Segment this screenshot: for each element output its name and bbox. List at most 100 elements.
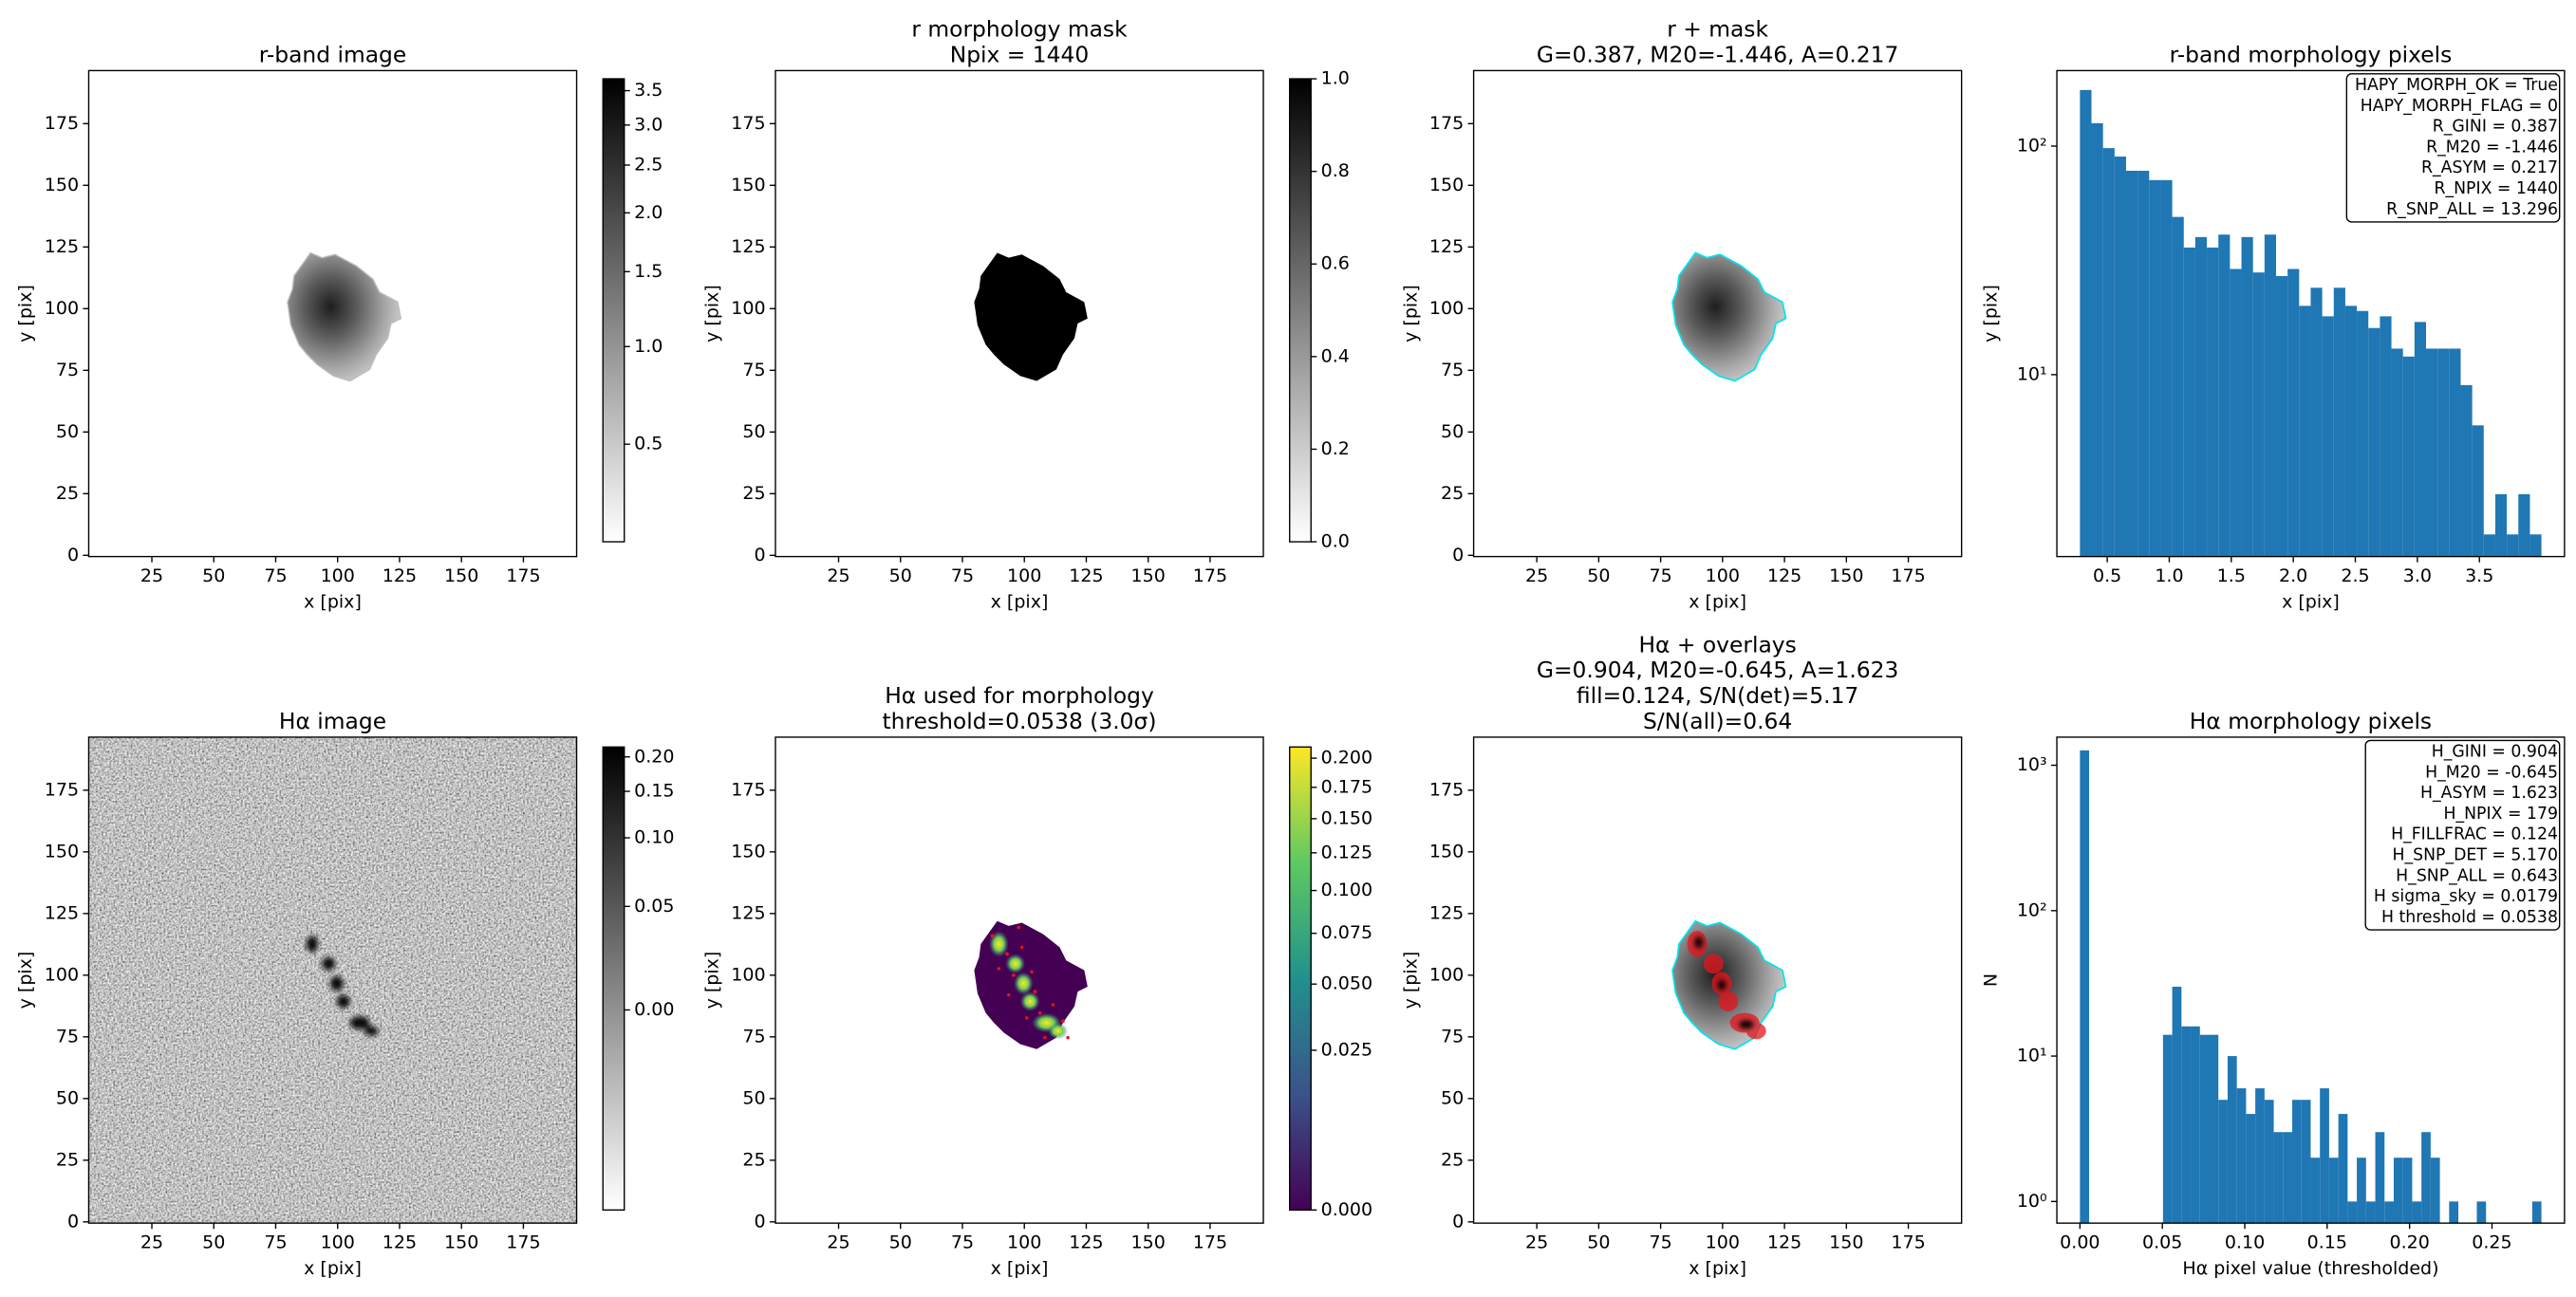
y-tick-label: 50: [1441, 1087, 1464, 1108]
hist-bar: [2137, 170, 2150, 557]
annotation-line: R_GINI = 0.387: [2433, 118, 2558, 137]
hist-bar: [2460, 384, 2473, 557]
x-tick-label: 0.10: [2225, 1232, 2265, 1252]
hist-bar: [2347, 1201, 2358, 1224]
x-tick-label: 150: [444, 565, 478, 586]
hist-bar: [2252, 272, 2265, 557]
x-tick-label: 1.5: [2217, 565, 2246, 586]
hist-bar: [2149, 179, 2161, 557]
x-tick-label: 125: [383, 1232, 417, 1252]
y-tick-label: 50: [56, 1087, 79, 1108]
x-tick-label: 1.0: [2155, 565, 2183, 586]
colorbar-tick-label: 1.5: [634, 261, 663, 282]
x-tick-label: 100: [321, 565, 355, 586]
annotation-line: HAPY_MORPH_OK = True: [2355, 76, 2558, 95]
hist-bar: [2114, 157, 2126, 557]
annotation-line: H_SNP_DET = 5.170: [2392, 846, 2558, 865]
y-tick-label: 10²: [2017, 135, 2047, 156]
x-tick-label: 125: [1767, 1232, 1801, 1252]
hist-bar: [2384, 1201, 2394, 1224]
y-axis-label: y [pix]: [1400, 285, 1421, 343]
y-axis-label: N: [1980, 973, 2001, 987]
hist-bar: [2476, 1201, 2487, 1224]
hist-bar: [2328, 1158, 2339, 1224]
annotation-line: H_M20 = -0.645: [2425, 763, 2558, 782]
hist-bar: [2333, 287, 2345, 557]
hist-bar: [2320, 1088, 2329, 1224]
x-tick-label: 175: [1193, 1232, 1227, 1252]
hist-bar: [2412, 1201, 2422, 1224]
y-tick-label: 50: [1441, 421, 1464, 442]
panel-title: fill=0.124, S/N(det)=5.17: [1577, 682, 1858, 709]
colorbar-tick-label: 0.15: [634, 781, 674, 802]
colorbar: [602, 78, 625, 543]
annotation-box: [2345, 73, 2561, 223]
x-tick-label: 2.5: [2341, 565, 2369, 586]
x-tick-label: 150: [1829, 1232, 1863, 1252]
hist-bar: [2162, 1034, 2173, 1224]
colorbar-tick-label: 2.0: [634, 202, 663, 223]
hist-bar: [2218, 234, 2231, 557]
y-tick-label: 50: [742, 421, 765, 442]
hist-bar: [2531, 1201, 2542, 1224]
hist-bar: [2310, 287, 2323, 557]
hist-bar: [2421, 1132, 2431, 1224]
hist-bar: [2080, 89, 2092, 557]
y-tick-label: 25: [742, 483, 765, 504]
y-tick-label: 175: [731, 779, 765, 800]
hist-bar: [2344, 306, 2358, 557]
hist-bar: [2402, 356, 2415, 557]
y-tick-label: 0: [754, 1211, 765, 1232]
x-tick-label: 75: [264, 565, 287, 586]
hist-bar: [2091, 122, 2103, 557]
hist-bar: [2529, 534, 2542, 557]
x-tick-label: 75: [951, 1232, 974, 1252]
colorbar-tick-label: 0.100: [1321, 880, 1372, 900]
x-axis-label: x [pix]: [304, 592, 362, 613]
colorbar-tick-label: 0.20: [634, 746, 674, 767]
y-tick-label: 125: [1429, 236, 1464, 257]
hist-bar: [2183, 247, 2195, 557]
y-tick-label: 100: [731, 298, 765, 319]
panel-title: r-band image: [259, 41, 407, 67]
hist-bar: [2449, 1201, 2459, 1224]
x-axis-label: x [pix]: [1689, 1258, 1746, 1279]
y-tick-label: 75: [1441, 360, 1464, 380]
axes-frame: [2056, 69, 2566, 558]
y-tick-label: 100: [1429, 298, 1464, 319]
image-r-mask: [974, 252, 1088, 381]
x-tick-label: 100: [1706, 565, 1740, 586]
axes-frame: [87, 736, 578, 1224]
colorbar-tick-label: 0.2: [1321, 438, 1350, 459]
panel-title: threshold=0.0538 (3.0σ): [883, 708, 1157, 734]
hist-bar: [2246, 1114, 2256, 1224]
image-halpha-overlays: [1671, 919, 1787, 1050]
y-tick-label: 150: [45, 841, 79, 862]
x-tick-label: 175: [506, 1232, 540, 1252]
x-tick-label: 75: [264, 1232, 287, 1252]
x-tick-label: 0.20: [2389, 1232, 2429, 1252]
y-tick-label: 0: [1452, 1211, 1464, 1232]
y-tick-label: 25: [1441, 483, 1464, 504]
annotation-line: H_FILLFRAC = 0.124: [2391, 825, 2558, 844]
annotation-line: H sigma_sky = 0.0179: [2374, 887, 2558, 906]
axes-frame: [775, 69, 1264, 558]
hist-bar: [2402, 1158, 2413, 1224]
colorbar-tick-label: 0.4: [1321, 345, 1350, 366]
x-tick-label: 150: [1131, 1232, 1166, 1252]
hist-bar: [2181, 1026, 2192, 1224]
hist-bar: [2199, 1034, 2210, 1224]
x-tick-label: 75: [1650, 1232, 1672, 1252]
hist-bar: [2437, 348, 2450, 557]
colorbar: [602, 746, 625, 1211]
image-r-band: [287, 251, 402, 382]
annotation-line: H_SNP_ALL = 0.643: [2396, 866, 2558, 885]
x-tick-label: 0.15: [2307, 1232, 2347, 1252]
panel-title: Hα morphology pixels: [2190, 708, 2432, 734]
colorbar-tick-label: 2.5: [634, 154, 663, 175]
hist-bar: [2275, 275, 2288, 557]
colorbar-tick-label: 0.5: [634, 434, 663, 454]
y-tick-label: 10¹: [2017, 1046, 2047, 1066]
x-tick-label: 100: [1007, 565, 1041, 586]
y-tick-label: 175: [45, 113, 79, 134]
